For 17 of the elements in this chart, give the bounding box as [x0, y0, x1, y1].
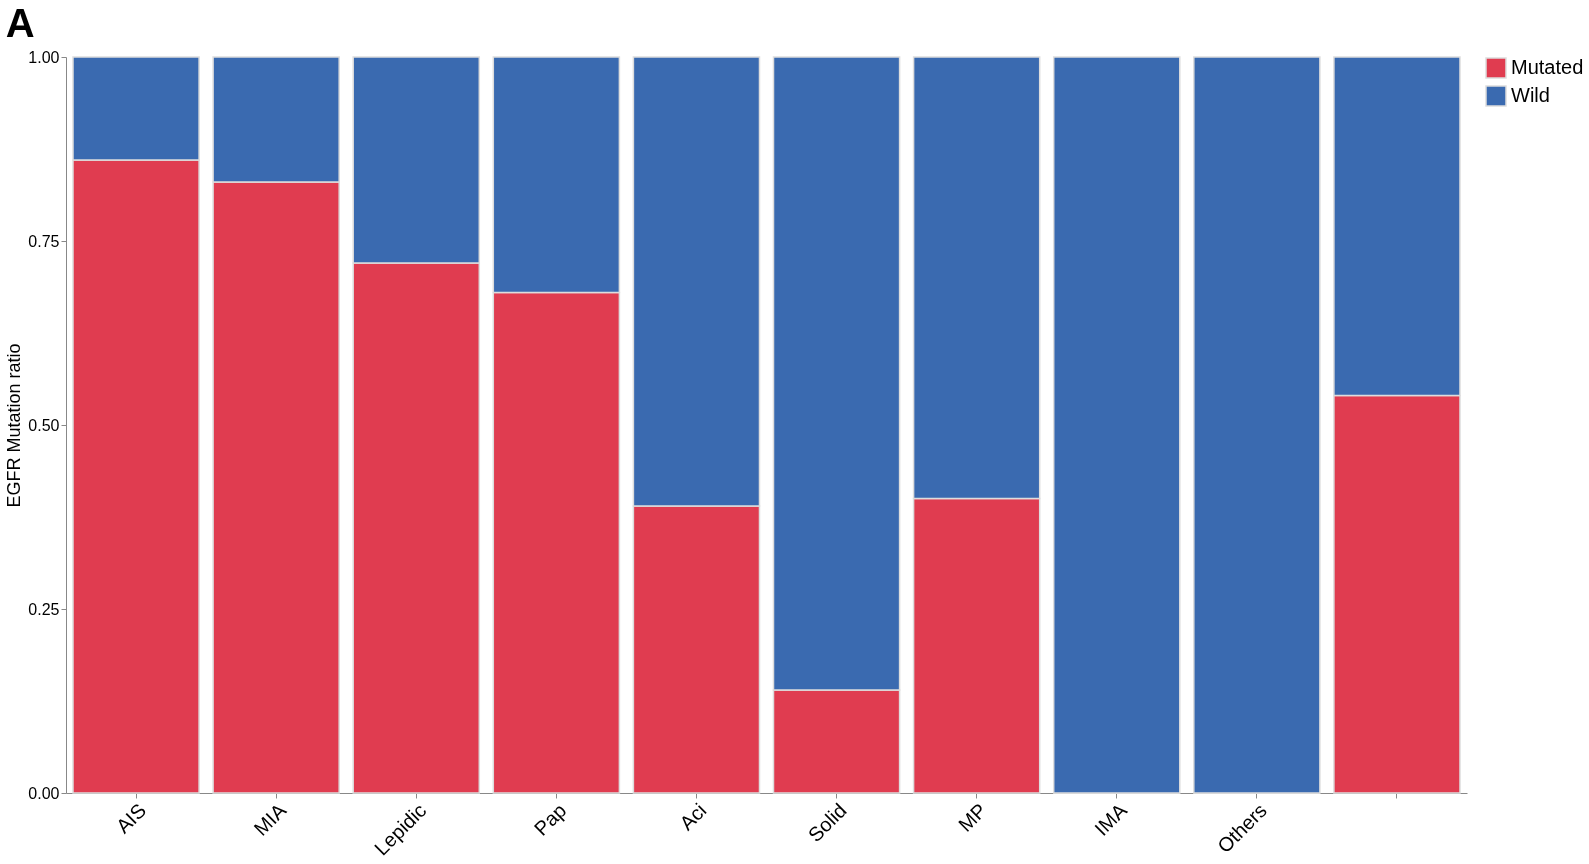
chart-title: A: [5, 1, 35, 45]
x-tick-label: IMA: [1090, 798, 1132, 840]
y-tick-label: 0.25: [28, 600, 60, 618]
y-tick-label: 0.75: [28, 232, 60, 250]
bar: [1052, 56, 1181, 794]
bar: [1193, 56, 1321, 794]
x-tick-label: AIS: [111, 799, 151, 838]
y-tick-label: 0.50: [28, 416, 60, 434]
x-tick-label: MIA: [249, 798, 291, 840]
x-tick-label: Aci: [675, 799, 711, 835]
y-tick-label: 1.00: [28, 48, 60, 66]
x-tick-label: Pap: [529, 799, 571, 840]
legend-label: Mutated: [1511, 56, 1584, 78]
x-tick-label: MP: [954, 799, 991, 836]
legend-label: Wild: [1511, 84, 1550, 106]
y-tick-label: 0.00: [28, 784, 60, 802]
y-axis-title: EGFR Mutation ratio: [4, 343, 25, 508]
